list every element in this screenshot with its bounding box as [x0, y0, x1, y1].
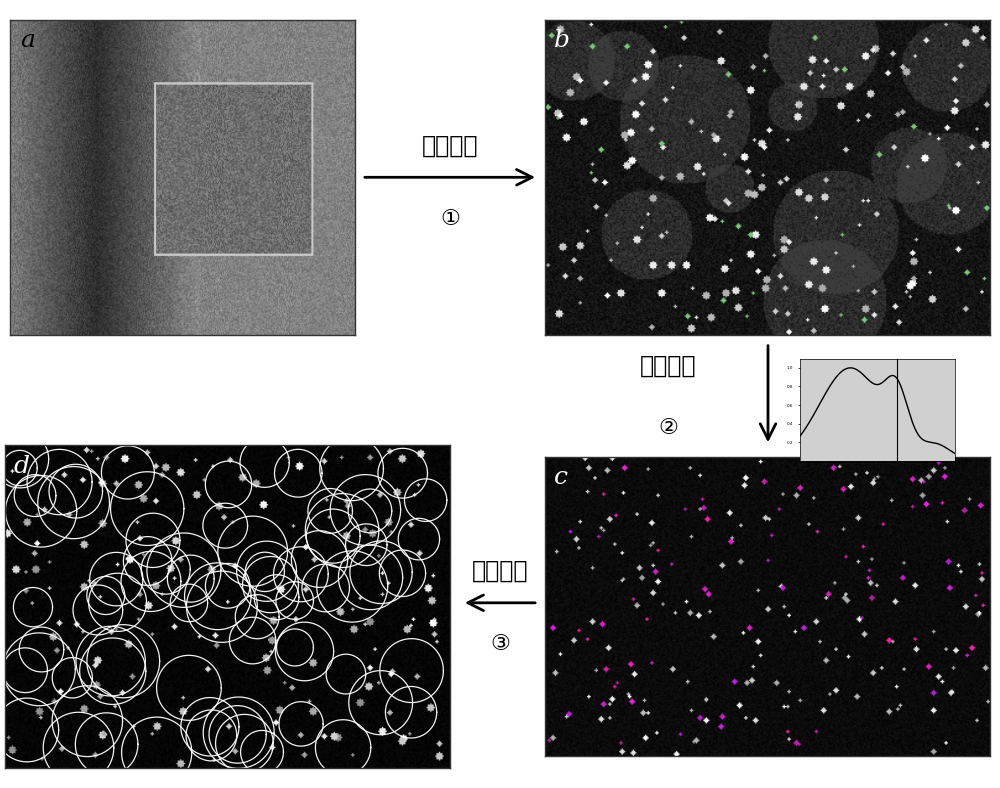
- Text: 图片采集: 图片采集: [422, 134, 478, 158]
- Text: ①: ①: [440, 209, 460, 229]
- Text: a: a: [20, 29, 35, 52]
- X-axis label: Wavelength (nm): Wavelength (nm): [860, 474, 895, 478]
- Text: c: c: [554, 466, 568, 489]
- Text: ③: ③: [490, 634, 510, 654]
- Text: 光谱分离: 光谱分离: [640, 355, 696, 378]
- Text: b: b: [554, 29, 570, 52]
- Text: d: d: [14, 455, 30, 478]
- Text: 计算程序: 计算程序: [472, 559, 528, 583]
- Text: ②: ②: [658, 418, 678, 437]
